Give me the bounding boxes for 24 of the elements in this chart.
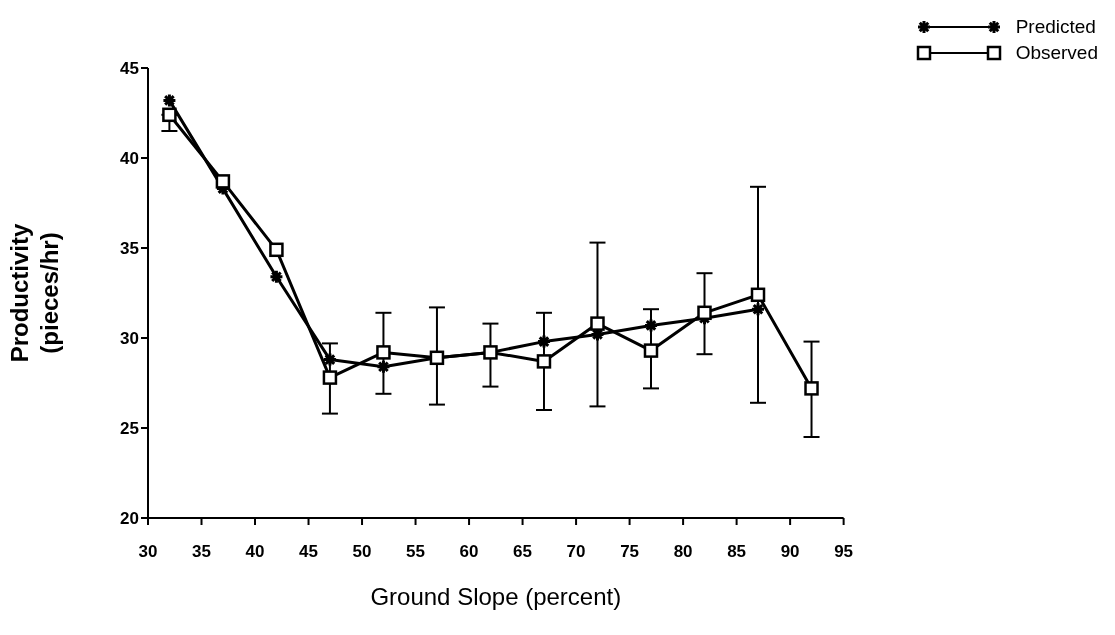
y-tick-label: 45 (120, 59, 139, 79)
x-tick-label: 45 (299, 542, 318, 562)
x-tick-label: 70 (566, 542, 586, 562)
y-axis-title: Productivity (pieces/hr) (6, 223, 63, 363)
y-tick-label: 25 (120, 419, 139, 439)
y-tick-label: 40 (120, 149, 139, 169)
x-tick-label: 55 (406, 542, 426, 562)
x-tick-label: 95 (834, 542, 854, 562)
x-tick-label: 65 (513, 542, 533, 562)
x-tick-label: 80 (673, 542, 693, 562)
x-tick-label: 40 (245, 542, 265, 562)
x-tick-label: 60 (459, 542, 479, 562)
legend-label: Observed (1015, 42, 1098, 64)
x-tick-label: 90 (780, 542, 800, 562)
x-tick-label: 75 (620, 542, 640, 562)
y-tick-label: 20 (120, 509, 139, 529)
x-tick-label: 35 (192, 542, 211, 562)
y-tick-label: 30 (120, 329, 139, 349)
legend-label: Predicted (1015, 16, 1096, 38)
x-tick-label: 85 (727, 542, 747, 562)
y-tick-label: 35 (120, 239, 139, 259)
x-tick-label: 30 (138, 542, 158, 562)
x-tick-label: 50 (352, 542, 372, 562)
x-axis-title: Ground Slope (percent) (370, 583, 622, 611)
